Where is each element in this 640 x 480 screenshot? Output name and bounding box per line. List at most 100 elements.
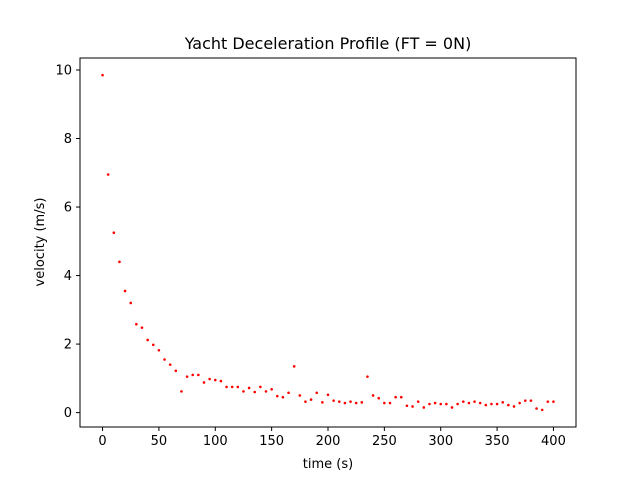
data-point [445, 402, 448, 406]
data-point [225, 385, 228, 389]
data-point [473, 400, 476, 403]
data-point [343, 401, 347, 405]
data-point [428, 402, 431, 406]
data-point [360, 401, 364, 404]
data-point [490, 402, 493, 406]
data-point [275, 394, 279, 398]
data-point [298, 394, 302, 397]
data-point [411, 405, 414, 408]
data-point [433, 401, 437, 405]
y-tick-label: 4 [64, 269, 72, 284]
data-point [394, 395, 397, 399]
x-tick-label: 150 [259, 434, 284, 449]
y-tick-label: 6 [64, 201, 72, 216]
data-point [388, 401, 392, 405]
data-points [101, 73, 555, 412]
data-point [405, 404, 409, 408]
data-point [112, 231, 116, 235]
data-point [129, 301, 133, 305]
data-point [467, 401, 471, 405]
data-point [146, 338, 149, 342]
data-point [281, 395, 285, 399]
data-point [552, 400, 555, 403]
x-tick-label: 200 [316, 434, 341, 449]
data-point [399, 395, 403, 399]
x-tick-label: 350 [485, 434, 510, 449]
data-point [478, 401, 482, 405]
data-point [180, 390, 183, 393]
x-tick-label: 0 [98, 434, 106, 449]
data-point [377, 396, 381, 400]
data-point [208, 377, 211, 381]
data-point [332, 399, 335, 402]
data-point [292, 365, 296, 368]
data-point [540, 408, 544, 412]
data-point [202, 381, 206, 384]
y-axis-label: velocity (m/s) [33, 198, 48, 287]
plot-frame [79, 57, 577, 428]
data-point [495, 402, 499, 406]
data-point [507, 403, 510, 407]
y-tick-label: 2 [64, 338, 72, 353]
data-point [450, 406, 454, 409]
data-point [106, 173, 110, 176]
y-tick-label: 10 [55, 63, 72, 78]
data-point [213, 378, 217, 382]
data-point [337, 400, 341, 403]
data-point [191, 373, 195, 377]
y-axis-ticks: 0 2 4 6 8 10 [55, 63, 80, 421]
data-point [456, 402, 459, 406]
data-point [518, 401, 521, 405]
data-point [535, 407, 538, 410]
data-point [259, 385, 262, 389]
data-point [135, 322, 138, 326]
data-point [270, 388, 273, 391]
chart-title: Yacht Deceleration Profile (FT = 0N) [184, 34, 472, 53]
data-point [253, 390, 257, 394]
data-point [461, 400, 465, 403]
x-tick-label: 300 [428, 434, 453, 449]
data-point [309, 398, 313, 401]
data-point [349, 400, 352, 403]
data-point [140, 326, 144, 329]
data-point [529, 399, 533, 402]
y-tick-label: 8 [64, 132, 72, 147]
data-point [439, 402, 443, 406]
x-tick-label: 100 [203, 434, 228, 449]
data-point [315, 391, 319, 395]
data-point [512, 405, 516, 408]
data-point [168, 363, 172, 366]
data-point [484, 403, 488, 407]
data-point [197, 373, 200, 377]
data-point [219, 379, 223, 383]
data-point [321, 401, 324, 404]
data-point [354, 401, 358, 405]
data-point [163, 358, 166, 361]
data-point [230, 385, 234, 389]
data-point [247, 386, 251, 390]
x-tick-label: 400 [541, 434, 566, 449]
data-point [174, 369, 178, 373]
data-point [123, 289, 127, 293]
data-point [185, 375, 189, 378]
data-point [546, 400, 550, 403]
x-tick-label: 50 [151, 434, 168, 449]
data-point [287, 391, 290, 395]
data-point [416, 400, 420, 403]
x-axis-label: time (s) [303, 457, 353, 472]
data-point [371, 394, 375, 397]
data-point [366, 375, 369, 378]
data-point [501, 401, 505, 404]
data-point [264, 390, 268, 393]
data-point [151, 343, 155, 347]
data-point [383, 401, 386, 405]
y-tick-label: 0 [64, 406, 72, 421]
data-point [523, 399, 527, 402]
data-point [326, 393, 330, 397]
data-point [236, 385, 240, 389]
data-point [304, 400, 307, 403]
data-point [101, 73, 104, 77]
x-axis-ticks: 0 50 100 150 200 250 300 350 400 [98, 427, 566, 449]
data-point [422, 406, 426, 409]
